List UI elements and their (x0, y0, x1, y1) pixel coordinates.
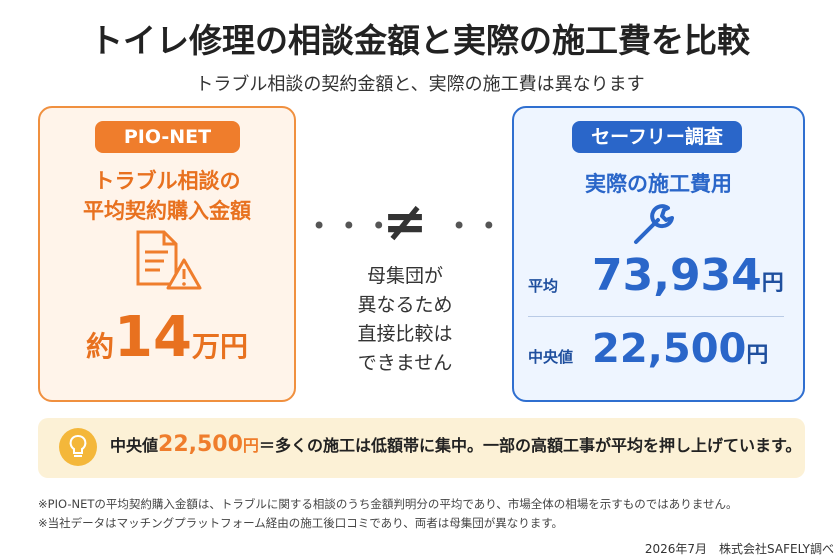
note-line: 母集団が (366, 265, 443, 287)
right-badge: セーフリー調査 (572, 121, 742, 153)
title: トイレ修理の相談金額と実際の施工費を比較 (90, 21, 750, 60)
not-equal: ≠ (382, 190, 428, 253)
value-number: 22,500 (592, 326, 747, 372)
callout-value: 22,500 (158, 432, 243, 457)
subtitle: トラブル相談の契約金額と、実際の施工費は異なります (195, 74, 645, 95)
row-label: 中央値 (528, 348, 574, 366)
value-unit: 円 (761, 271, 784, 296)
callout-text: 中央値22,500円＝多くの施工は低額帯に集中。一部の高額工事が平均を押し上げて… (110, 432, 801, 457)
note-line: 異なるため (357, 294, 453, 316)
right-card (512, 106, 805, 402)
footnote: ※当社データはマッチングプラットフォーム経由の施工後口コミであり、両者は母集団が… (38, 516, 564, 530)
amount-number: 14 (114, 305, 192, 370)
divider (528, 316, 784, 317)
heading-line: トラブル相談の (93, 169, 241, 193)
heading-line: 平均契約購入金額 (83, 199, 251, 223)
value-number: 73,934 (592, 250, 762, 301)
note-line: 直接比較は (357, 323, 453, 345)
middle-note: 母集団が 異なるため 直接比較は できません (330, 262, 480, 378)
left-amount: 約14万円 (38, 305, 296, 370)
callout-body: ＝多くの施工は低額帯に集中。一部の高額工事が平均を押し上げています。 (258, 436, 802, 455)
credit: 2026年7月 株式会社SAFELY調べ (645, 540, 834, 557)
value-unit: 円 (746, 343, 769, 368)
left-heading: トラブル相談の 平均契約購入金額 (38, 166, 296, 226)
left-badge: PIO-NET (95, 121, 240, 153)
amount-unit: 万円 (191, 330, 248, 363)
bulb-icon (59, 428, 97, 466)
left-card (38, 106, 296, 402)
row-value: 73,934円 (592, 250, 784, 301)
callout (38, 418, 805, 478)
right-heading: 実際の施工費用 (585, 172, 732, 196)
document-warning-icon (136, 230, 202, 290)
dots: • • • (312, 212, 390, 240)
callout-label: 中央値 (110, 436, 159, 455)
credit-source: 株式会社SAFELY調べ (719, 542, 834, 556)
wrench-icon (634, 204, 674, 244)
callout-unit: 円 (242, 436, 259, 455)
footnote: ※PIO-NETの平均契約購入金額は、トラブルに関する相談のうち金額判明分の平均… (38, 497, 738, 511)
note-line: できません (357, 352, 453, 374)
credit-date: 2026年7月 (644, 542, 708, 556)
row-label: 平均 (528, 277, 559, 295)
amount-prefix: 約 (86, 330, 115, 363)
row-value: 22,500円 (592, 326, 768, 372)
